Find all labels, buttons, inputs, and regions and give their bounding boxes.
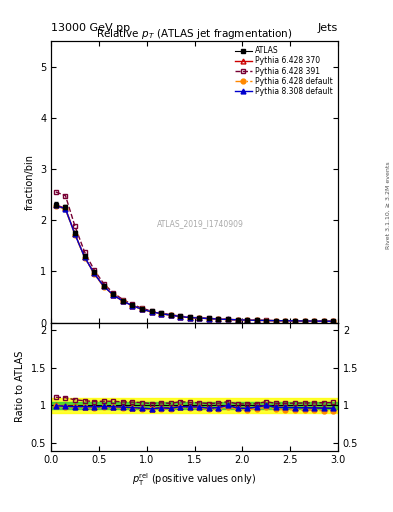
- Y-axis label: Ratio to ATLAS: Ratio to ATLAS: [15, 351, 25, 422]
- X-axis label: $p_\mathrm{T}^\mathrm{rel}$ (positive values only): $p_\mathrm{T}^\mathrm{rel}$ (positive va…: [132, 471, 257, 488]
- Text: ATLAS_2019_I1740909: ATLAS_2019_I1740909: [157, 220, 244, 228]
- Text: 13000 GeV pp: 13000 GeV pp: [51, 23, 130, 33]
- Y-axis label: fraction/bin: fraction/bin: [24, 154, 35, 210]
- Title: Relative $p_{T}$ (ATLAS jet fragmentation): Relative $p_{T}$ (ATLAS jet fragmentatio…: [96, 27, 293, 41]
- Legend: ATLAS, Pythia 6.428 370, Pythia 6.428 391, Pythia 6.428 default, Pythia 8.308 de: ATLAS, Pythia 6.428 370, Pythia 6.428 39…: [233, 45, 334, 97]
- Text: Jets: Jets: [318, 23, 338, 33]
- Text: Rivet 3.1.10, ≥ 3.2M events: Rivet 3.1.10, ≥ 3.2M events: [386, 161, 391, 249]
